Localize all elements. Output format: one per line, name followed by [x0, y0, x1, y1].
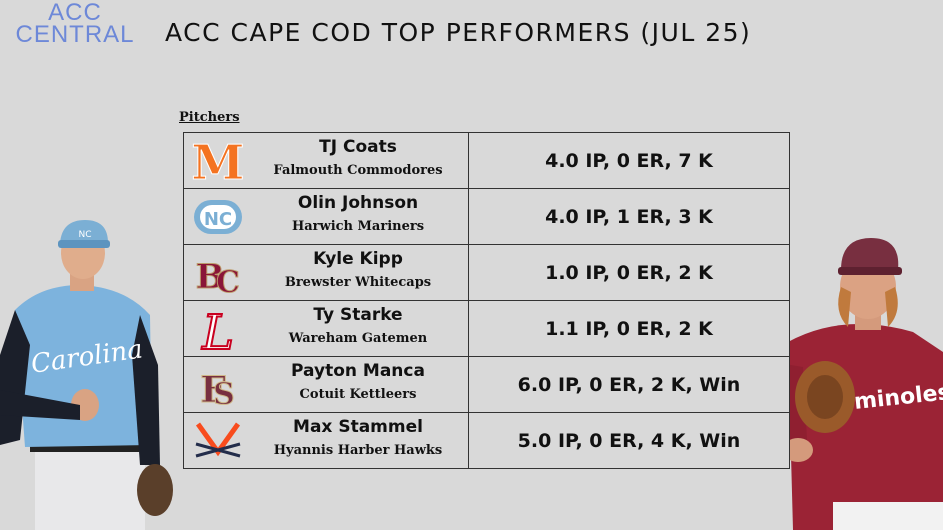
player-name: Kyle Kipp: [313, 249, 403, 269]
player-team: Falmouth Commodores: [273, 163, 443, 178]
stat-line: 4.0 IP, 1 ER, 3 K: [545, 205, 713, 228]
unc-logo-icon: NC: [188, 192, 248, 242]
player-team: Cotuit Kettleers: [299, 387, 417, 402]
player-team: Brewster Whitecaps: [284, 275, 432, 290]
player-name: Ty Starke: [313, 305, 403, 325]
player-name: Payton Manca: [291, 361, 425, 381]
player-cell: F S Payton Manca Cotuit Kettleers: [183, 356, 469, 413]
svg-text:NC: NC: [204, 209, 232, 230]
stat-line: 1.0 IP, 0 ER, 2 K: [545, 261, 713, 284]
brand-line-2: CENTRAL: [15, 21, 135, 48]
svg-text:S: S: [213, 377, 235, 410]
player-name: TJ Coats: [319, 137, 397, 157]
stat-cell: 4.0 IP, 1 ER, 3 K: [468, 188, 790, 245]
right-player-photo: minoles: [768, 238, 943, 530]
player-cell: NC Olin Johnson Harwich Mariners: [183, 188, 469, 245]
player-cell: B C Kyle Kipp Brewster Whitecaps: [183, 244, 469, 301]
pitchers-table: M TJ Coats Falmouth Commodores 4.0 IP, 0…: [183, 132, 790, 469]
left-player-photo: NC Carolina: [0, 220, 173, 530]
section-label: Pitchers: [179, 110, 240, 125]
player-cell: L Ty Starke Wareham Gatemen: [183, 300, 469, 357]
table-row: F S Payton Manca Cotuit Kettleers 6.0 IP…: [183, 356, 790, 413]
table-row: M TJ Coats Falmouth Commodores 4.0 IP, 0…: [183, 132, 790, 189]
stat-cell: 4.0 IP, 0 ER, 7 K: [468, 132, 790, 189]
page-title: ACC CAPE COD TOP PERFORMERS (JUL 25): [165, 18, 752, 47]
stat-cell: 6.0 IP, 0 ER, 2 K, Win: [468, 356, 790, 413]
virginia-logo-icon: [188, 416, 248, 466]
stat-cell: 1.0 IP, 0 ER, 2 K: [468, 244, 790, 301]
player-team: Hyannis Harber Hawks: [273, 443, 443, 458]
table-row: Max Stammel Hyannis Harber Hawks 5.0 IP,…: [183, 412, 790, 469]
player-cell: Max Stammel Hyannis Harber Hawks: [183, 412, 469, 469]
louisville-logo-icon: L: [188, 304, 248, 354]
boston-college-logo-icon: B C: [188, 248, 248, 299]
stat-line: 4.0 IP, 0 ER, 7 K: [545, 149, 713, 172]
stat-line: 1.1 IP, 0 ER, 2 K: [545, 317, 713, 340]
stat-cell: 5.0 IP, 0 ER, 4 K, Win: [468, 412, 790, 469]
stat-cell: 1.1 IP, 0 ER, 2 K: [468, 300, 790, 357]
player-name: Max Stammel: [293, 417, 423, 437]
table-row: B C Kyle Kipp Brewster Whitecaps 1.0 IP,…: [183, 244, 790, 301]
brand-line-1: ACC: [48, 0, 102, 26]
svg-text:M: M: [191, 136, 244, 186]
player-team: Harwich Mariners: [291, 219, 425, 234]
svg-text:C: C: [216, 265, 240, 298]
stat-line: 6.0 IP, 0 ER, 2 K, Win: [517, 373, 741, 396]
player-name: Olin Johnson: [297, 193, 419, 213]
brand-logo: ACC CENTRAL: [0, 0, 150, 48]
player-cell: M TJ Coats Falmouth Commodores: [183, 132, 469, 189]
stat-line: 5.0 IP, 0 ER, 4 K, Win: [517, 429, 741, 452]
svg-text:B: B: [196, 257, 225, 297]
miami-logo-icon: M: [188, 136, 248, 186]
table-row: NC Olin Johnson Harwich Mariners 4.0 IP,…: [183, 188, 790, 245]
fsu-logo-icon: F S: [188, 360, 248, 411]
table-row: L Ty Starke Wareham Gatemen 1.1 IP, 0 ER…: [183, 300, 790, 357]
svg-text:L: L: [201, 305, 234, 354]
svg-text:NC: NC: [78, 230, 91, 240]
svg-text:F: F: [200, 369, 226, 410]
player-team: Wareham Gatemen: [288, 331, 428, 346]
